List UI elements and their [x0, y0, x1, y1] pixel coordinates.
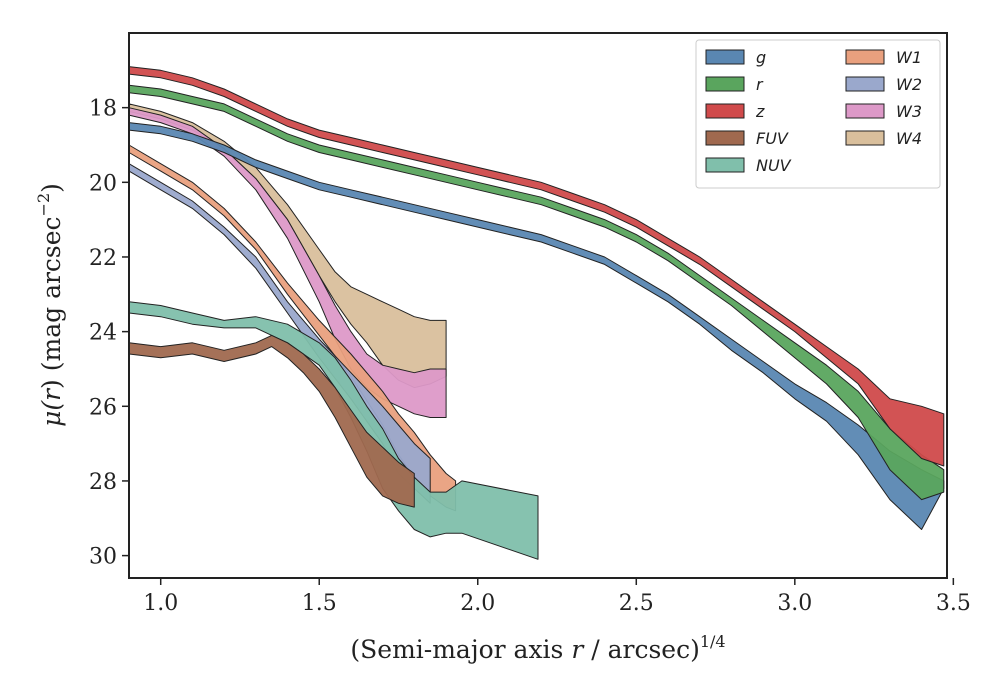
x-axis-ticks: 1.0 1.5 2.0 2.5 3.0 3.5 — [143, 578, 971, 616]
legend-label-w4: W4 — [896, 129, 922, 148]
legend-entries: grz FUV NUV W1 W2 W3 W4 — [705, 48, 922, 175]
legend-swatch-r — [705, 76, 745, 92]
x-tick-label: 3.5 — [936, 591, 971, 616]
series-band-fuv — [128, 334, 415, 508]
series-bands — [128, 66, 945, 560]
x-tick-label: 2.0 — [460, 591, 495, 616]
y-tick-label: 26 — [89, 395, 117, 420]
legend-swatch-g — [705, 49, 745, 65]
y-tick-label: 28 — [89, 470, 117, 495]
legend-swatch-nuv — [705, 157, 745, 173]
y-tick-label: 20 — [89, 171, 117, 196]
legend-swatch-w2 — [845, 76, 885, 92]
legend-label-fuv: FUV — [756, 129, 789, 148]
y-tick-label: 24 — [89, 321, 117, 346]
series-band-w3 — [128, 107, 447, 418]
y-tick-label: 18 — [89, 97, 117, 122]
legend-label-w2: W2 — [896, 75, 922, 94]
y-axis-ticks: 18 20 22 24 26 28 30 — [89, 97, 129, 570]
y-tick-label: 22 — [89, 246, 117, 271]
legend: grz FUV NUV W1 W2 W3 W4 — [695, 39, 941, 189]
legend-swatch-z — [705, 103, 745, 119]
legend-label-nuv: NUV — [756, 156, 792, 175]
x-tick-label: 1.5 — [302, 591, 337, 616]
legend-swatch-w3 — [845, 103, 885, 119]
plot-frame — [128, 32, 948, 579]
legend-label-z: z — [755, 102, 765, 121]
legend-swatch-w4 — [845, 130, 885, 146]
legend-label-g: g — [756, 48, 766, 67]
y-axis-label: μ(r) (mag arcsec−2) — [34, 183, 66, 427]
y-tick-label: 30 — [89, 545, 117, 570]
legend-swatch-fuv — [705, 130, 745, 146]
legend-swatch-w1 — [845, 49, 885, 65]
legend-label-r: r — [756, 75, 764, 94]
x-tick-label: 3.0 — [777, 591, 812, 616]
x-axis-label: (Semi-major axis r / arcsec)1/4 — [350, 632, 725, 664]
series-band-z — [128, 66, 945, 467]
x-tick-label: 2.5 — [619, 591, 654, 616]
series-band-r — [128, 84, 945, 501]
legend-label-w3: W3 — [896, 102, 922, 121]
x-tick-label: 1.0 — [143, 591, 178, 616]
legend-label-w1: W1 — [896, 48, 922, 67]
